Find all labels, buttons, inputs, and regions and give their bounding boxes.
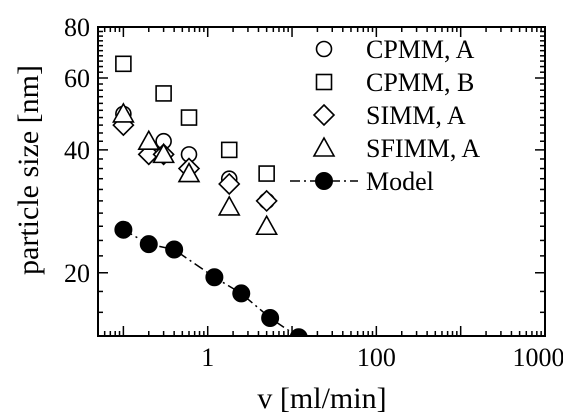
x-tick-label: 1 [201, 343, 214, 372]
y-tick-label: 40 [64, 136, 90, 165]
x-tick-label: 100 [357, 343, 396, 372]
legend-marker-model [315, 172, 333, 190]
legend-item-cpmm-a: CPMM, A [315, 35, 475, 64]
data-point-cpmm-b [155, 85, 172, 102]
legend-label: SIMM, A [366, 101, 466, 130]
data-point-model [289, 328, 308, 336]
data-point-simm-a [218, 172, 241, 196]
data-point-cpmm-b [115, 55, 132, 73]
series-model [114, 220, 308, 336]
data-point-cpmm-b [180, 109, 198, 126]
data-point-simm-a [255, 189, 278, 213]
data-point-sfimm-a [217, 195, 241, 216]
legend-label: CPMM, B [366, 68, 474, 97]
data-point-sfimm-a [112, 102, 135, 123]
legend-item-model: Model [290, 167, 434, 196]
legend-label: Model [366, 167, 434, 196]
legend-label: SFIMM, A [366, 134, 480, 163]
data-point-model [205, 268, 224, 287]
plot-area [112, 55, 308, 336]
data-point-sfimm-a [152, 142, 175, 164]
legend-item-sfimm-a: SFIMM, A [312, 134, 480, 163]
data-point-sfimm-a [137, 129, 161, 151]
x-axis-title: v [ml/min] [257, 382, 386, 415]
y-tick-label: 20 [64, 259, 90, 288]
y-axis-title: particle size [nm] [12, 65, 45, 275]
x-tick-label: 10000 [513, 343, 563, 372]
data-point-cpmm-b [220, 141, 238, 159]
series-cpmm-b [115, 55, 275, 182]
axes: 1 100 10000 20 40 60 80 [64, 13, 563, 372]
legend-marker-cpmm-a [315, 40, 333, 58]
data-point-sfimm-a [255, 214, 279, 236]
y-tick-label: 80 [64, 13, 90, 42]
plot-frame [97, 26, 546, 337]
legend: CPMM, A CPMM, B SIMM, A SFIMM, A Model [290, 35, 480, 196]
legend-item-simm-a: SIMM, A [312, 101, 466, 130]
legend-item-cpmm-b: CPMM, B [315, 68, 474, 97]
data-point-sfimm-a [177, 161, 201, 183]
legend-label: CPMM, A [366, 35, 475, 64]
legend-marker-sfimm-a [312, 136, 336, 157]
legend-marker-simm-a [312, 103, 336, 127]
legend-marker-cpmm-b [315, 73, 333, 91]
series-simm-a [112, 113, 278, 213]
y-tick-label: 60 [64, 64, 90, 93]
data-point-model [261, 308, 280, 327]
data-point-cpmm-b [258, 165, 275, 182]
series-sfimm-a [112, 102, 279, 236]
data-point-model [114, 220, 133, 239]
data-point-model [139, 235, 158, 254]
data-point-model [165, 240, 184, 259]
data-point-model [232, 284, 251, 303]
